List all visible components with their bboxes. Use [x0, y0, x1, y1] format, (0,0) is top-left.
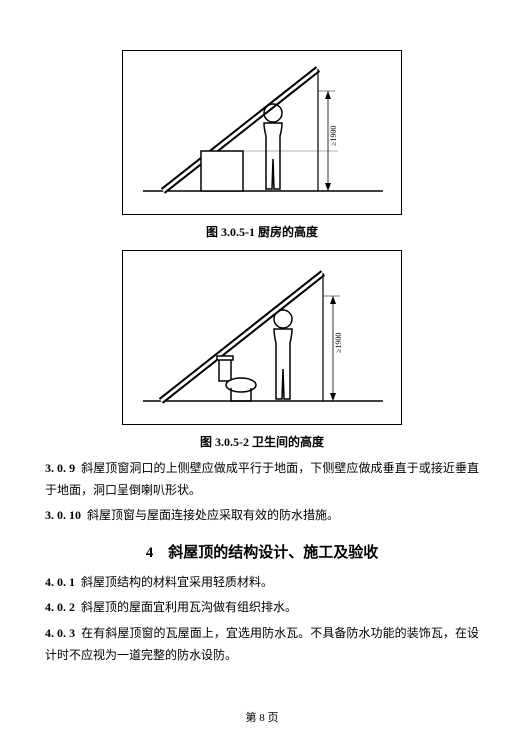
clause-text: 斜屋顶窗与屋面连接处应采取有效的防水措施。 [87, 508, 339, 522]
clause-num: 4. 0. 2 [45, 600, 75, 614]
clause-num: 4. 0. 3 [45, 626, 75, 640]
clause-text: 斜屋顶结构的材料宜采用轻质材料。 [81, 575, 273, 589]
page-footer: 第 8 页 [0, 709, 524, 725]
clause-num: 4. 0. 1 [45, 575, 75, 589]
figure-bathroom-caption: 图 3.0.5-2 卫生间的高度 [45, 433, 479, 450]
figure-bathroom: ≥1900 [122, 250, 402, 425]
clause-text: 在有斜屋顶窗的瓦屋面上，宜选用防水瓦。不具备防水功能的装饰瓦，在设计时不应视为一… [45, 626, 479, 662]
figure-bathroom-svg: ≥1900 [123, 251, 402, 425]
clause-text: 斜屋顶的屋面宜利用瓦沟做有组织排水。 [81, 600, 297, 614]
dim-label-2: ≥1900 [334, 333, 343, 353]
clause-4-0-2: 4. 0. 2 斜屋顶的屋面宜利用瓦沟做有组织排水。 [45, 597, 479, 619]
clause-4-0-1: 4. 0. 1 斜屋顶结构的材料宜采用轻质材料。 [45, 572, 479, 594]
clause-num: 3. 0. 10 [45, 508, 81, 522]
clause-num: 3. 0. 9 [45, 461, 75, 475]
dim-label-1: ≥1900 [329, 126, 338, 146]
clause-text: 斜屋顶窗洞口的上侧壁应做成平行于地面，下侧壁应做成垂直于或接近垂直于地面，洞口呈… [45, 461, 479, 497]
clause-3-0-9: 3. 0. 9斜屋顶窗洞口的上侧壁应做成平行于地面，下侧壁应做成垂直于或接近垂直… [45, 458, 479, 501]
section-4-title: 4 斜屋顶的结构设计、施工及验收 [45, 541, 479, 562]
clause-4-0-3: 4. 0. 3在有斜屋顶窗的瓦屋面上，宜选用防水瓦。不具备防水功能的装饰瓦，在设… [45, 623, 479, 666]
figure-kitchen: ≥1900 [122, 50, 402, 215]
clause-3-0-10: 3. 0. 10 斜屋顶窗与屋面连接处应采取有效的防水措施。 [45, 505, 479, 527]
figure-kitchen-caption: 图 3.0.5-1 厨房的高度 [45, 223, 479, 240]
figure-kitchen-svg: ≥1900 [123, 51, 402, 215]
